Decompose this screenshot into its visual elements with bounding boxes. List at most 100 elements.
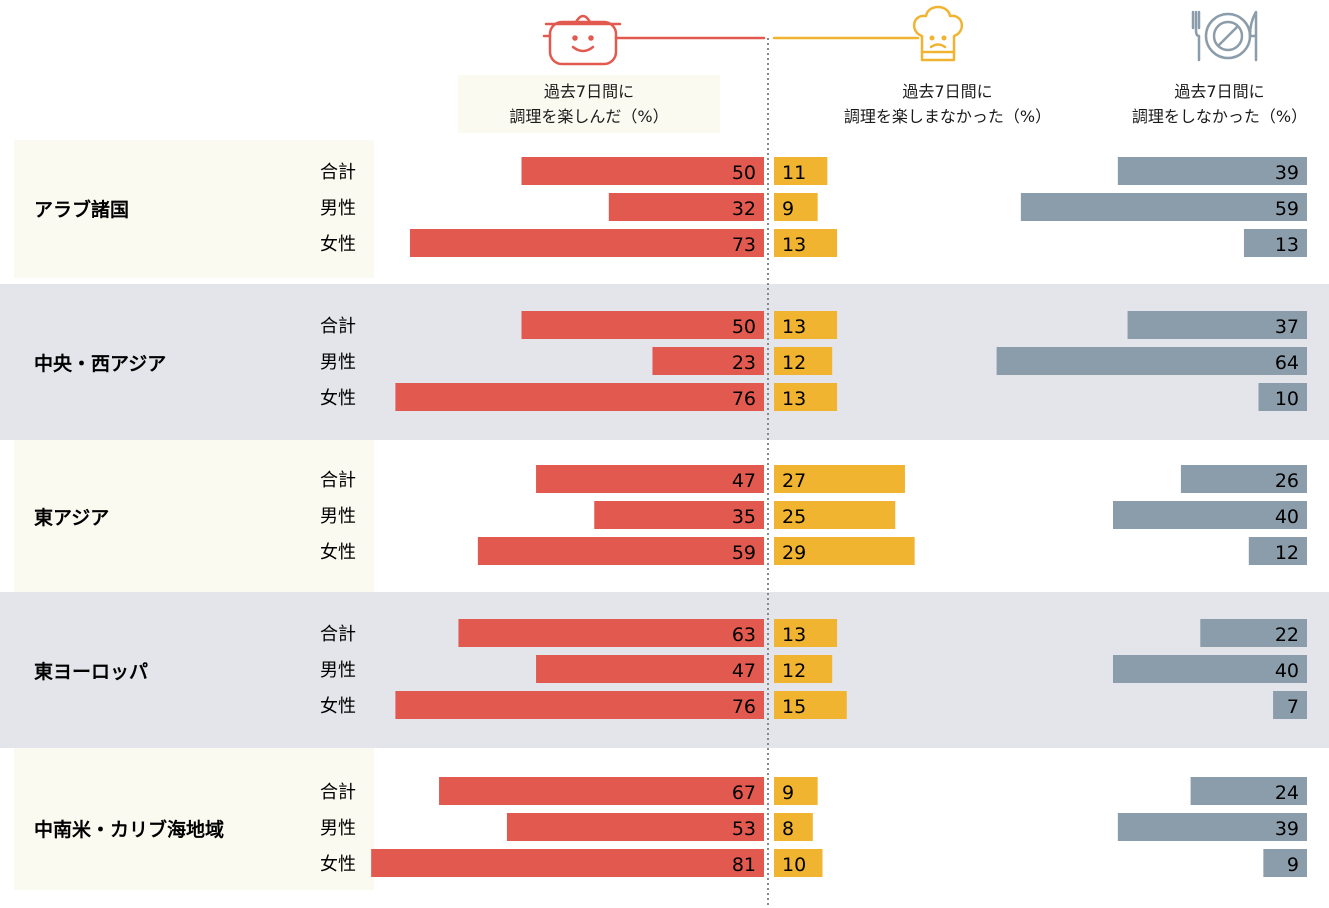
value-label-not-cooked: 39	[1275, 818, 1299, 840]
bar-enjoyed	[608, 193, 764, 221]
bar-not-enjoyed	[774, 157, 828, 185]
value-label-not-cooked: 9	[1287, 854, 1299, 876]
bar-not-enjoyed	[774, 619, 838, 647]
header-not-cooked-line2: 調理をしなかった（%）	[1131, 107, 1308, 126]
row-label: 男性	[320, 660, 356, 681]
header-enjoyed-line2: 調理を楽しんだ（%）	[509, 107, 669, 126]
bar-enjoyed	[477, 537, 764, 565]
row-label: 合計	[320, 162, 356, 183]
bar-enjoyed	[536, 655, 764, 683]
frowning-chef-hat-icon	[772, 5, 963, 62]
bar-not-cooked	[1020, 193, 1307, 221]
bar-not-enjoyed	[774, 465, 905, 493]
value-label-not-cooked: 40	[1275, 506, 1299, 528]
row-label: 女性	[320, 234, 356, 255]
bar-not-enjoyed	[774, 229, 838, 257]
value-label-not-enjoyed: 11	[782, 162, 806, 184]
value-label-not-cooked: 40	[1275, 660, 1299, 682]
row-label: 男性	[320, 818, 356, 839]
row-label: 女性	[320, 542, 356, 563]
value-label-not-cooked: 7	[1287, 696, 1299, 718]
value-label-not-enjoyed: 10	[782, 854, 806, 876]
bar-not-cooked	[1113, 655, 1307, 683]
value-label-not-enjoyed: 9	[782, 198, 794, 220]
value-label-not-cooked: 24	[1275, 782, 1299, 804]
bar-not-enjoyed	[774, 849, 823, 877]
bar-enjoyed	[594, 501, 764, 529]
bar-not-cooked	[1258, 383, 1307, 411]
header-not-cooked-line1: 過去7日間に	[1174, 82, 1265, 101]
row-label: 合計	[320, 624, 356, 645]
value-label-not-cooked: 22	[1275, 624, 1299, 646]
value-label-enjoyed: 50	[732, 162, 756, 184]
bar-enjoyed	[371, 849, 764, 877]
value-label-enjoyed: 47	[732, 660, 756, 682]
region-label: 東ヨーロッパ	[34, 660, 148, 683]
row-label: 合計	[320, 316, 356, 337]
bar-enjoyed	[521, 157, 764, 185]
value-label-enjoyed: 53	[732, 818, 756, 840]
value-label-not-enjoyed: 27	[782, 470, 806, 492]
value-label-enjoyed: 76	[732, 388, 756, 410]
bar-enjoyed	[506, 813, 764, 841]
value-label-not-enjoyed: 13	[782, 624, 806, 646]
value-label-enjoyed: 32	[732, 198, 756, 220]
bar-not-cooked	[1200, 619, 1307, 647]
header-not-enjoyed-line2: 調理を楽しまなかった（%）	[843, 107, 1052, 126]
smiling-pot-icon	[542, 14, 766, 66]
value-label-enjoyed: 67	[732, 782, 756, 804]
bar-not-enjoyed	[774, 655, 833, 683]
value-label-not-cooked: 13	[1275, 234, 1299, 256]
bar-not-cooked	[1263, 849, 1307, 877]
value-label-enjoyed: 50	[732, 316, 756, 338]
header-enjoyed-line1: 過去7日間に	[543, 82, 635, 101]
bar-not-enjoyed	[774, 311, 838, 339]
value-label-not-cooked: 64	[1275, 352, 1299, 374]
value-label-enjoyed: 73	[732, 234, 756, 256]
value-label-not-cooked: 37	[1275, 316, 1299, 338]
value-label-enjoyed: 81	[732, 854, 756, 876]
bar-not-cooked	[1113, 501, 1307, 529]
bars	[371, 157, 1307, 877]
value-label-not-cooked: 39	[1275, 162, 1299, 184]
bar-enjoyed	[652, 347, 764, 375]
value-label-not-enjoyed: 13	[782, 316, 806, 338]
bar-enjoyed	[536, 465, 764, 493]
region-label: 東アジア	[34, 506, 109, 529]
value-label-not-enjoyed: 13	[782, 234, 806, 256]
header-not-enjoyed-line1: 過去7日間に	[902, 82, 993, 101]
bar-enjoyed	[409, 229, 764, 257]
row-label: 合計	[320, 782, 356, 803]
row-label: 男性	[320, 352, 356, 373]
value-label-not-enjoyed: 29	[782, 542, 806, 564]
value-label-not-cooked: 10	[1275, 388, 1299, 410]
value-label-not-enjoyed: 12	[782, 352, 806, 374]
bar-not-enjoyed	[774, 383, 838, 411]
row-label: 女性	[320, 388, 356, 409]
value-label-enjoyed: 59	[732, 542, 756, 564]
bar-enjoyed	[395, 691, 764, 719]
bar-not-cooked	[996, 347, 1307, 375]
row-label: 合計	[320, 470, 356, 491]
plate-fork-knife-icon	[1191, 10, 1258, 62]
bar-enjoyed	[458, 619, 764, 647]
value-label-not-cooked: 12	[1275, 542, 1299, 564]
bar-not-cooked	[1243, 229, 1307, 257]
bar-not-cooked	[1190, 777, 1307, 805]
row-label: 女性	[320, 696, 356, 717]
bar-not-enjoyed	[774, 347, 833, 375]
value-label-not-enjoyed: 9	[782, 782, 794, 804]
value-label-not-enjoyed: 13	[782, 388, 806, 410]
bar-not-cooked	[1180, 465, 1307, 493]
row-label: 男性	[320, 506, 356, 527]
bar-not-cooked	[1117, 157, 1307, 185]
bar-not-cooked	[1127, 311, 1307, 339]
value-label-not-cooked: 26	[1275, 470, 1299, 492]
value-label-not-enjoyed: 25	[782, 506, 806, 528]
bar-enjoyed	[395, 383, 764, 411]
region-band-2	[14, 440, 374, 592]
bar-not-cooked	[1273, 691, 1307, 719]
region-label: アラブ諸国	[34, 198, 129, 221]
